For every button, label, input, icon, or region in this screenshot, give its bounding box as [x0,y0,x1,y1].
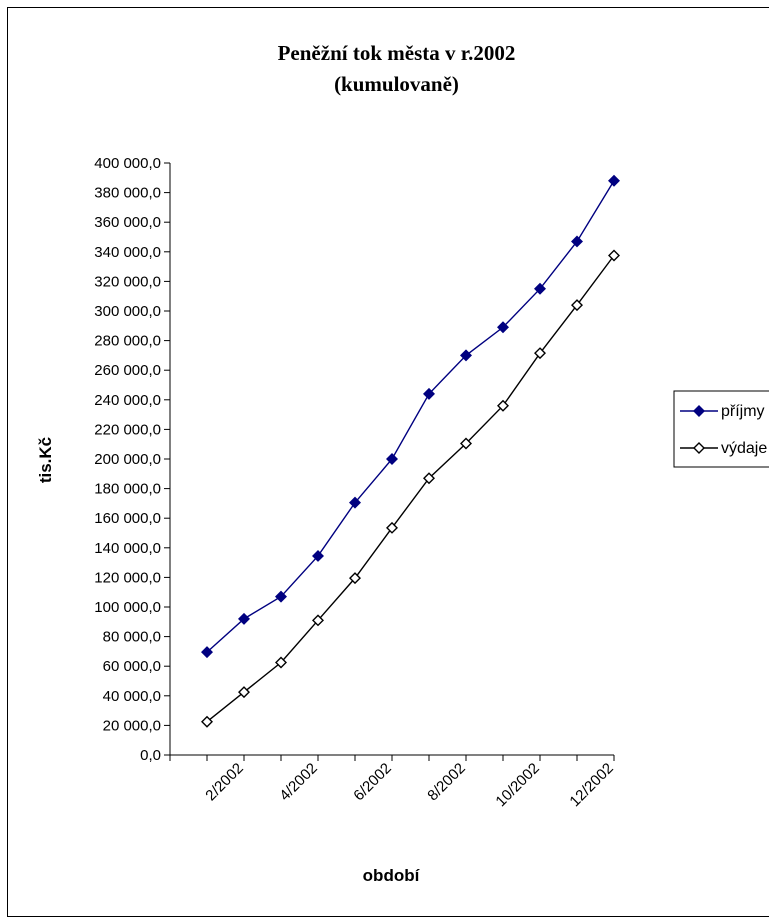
chart-title-block: Peněžní tok města v r.2002 (kumulovaně) [0,38,769,100]
y-tick-label: 240 000,0 [94,392,161,409]
chart-frame [7,7,769,917]
y-tick-label: 0,0 [140,747,161,764]
legend: příjmy výdaje [673,390,769,468]
y-tick-label: 120 000,0 [94,569,161,586]
data-point-prijmy [238,612,250,625]
data-point-prijmy [608,174,620,187]
data-point-vydaje [275,656,287,669]
data-point-vydaje [497,399,509,412]
data-point-prijmy [275,590,287,603]
data-point-prijmy [423,387,435,400]
y-tick-label: 180 000,0 [94,481,161,498]
data-point-prijmy [460,349,472,362]
y-tick-label: 40 000,0 [103,688,161,705]
y-tick-label: 220 000,0 [94,421,161,438]
data-point-prijmy [534,282,546,295]
x-tick-label: 2/2002 [202,760,246,804]
y-tick-label: 100 000,0 [94,599,161,616]
y-tick-label: 380 000,0 [94,185,161,202]
data-point-vydaje [571,299,583,312]
data-point-vydaje [608,249,620,262]
y-tick-label: 60 000,0 [103,658,161,675]
data-point-vydaje [201,715,213,728]
data-point-prijmy [349,496,361,509]
legend-label-vydaje: výdaje [721,440,767,457]
y-tick-label: 360 000,0 [94,214,161,231]
series-line-vydaje [206,255,615,723]
data-point-vydaje [534,347,546,360]
x-axis-label: období [363,866,421,885]
y-tick-label: 160 000,0 [94,510,161,527]
x-tick-label: 10/2002 [492,760,542,810]
data-point-prijmy [201,646,213,659]
y-tick-label: 80 000,0 [103,629,161,646]
series-line-prijmy [206,180,615,653]
x-tick-label: 4/2002 [276,760,320,804]
chart-subtitle: (kumulovaně) [334,72,459,96]
data-point-vydaje [386,521,398,534]
data-point-vydaje [423,472,435,485]
data-point-prijmy [386,453,398,465]
data-point-prijmy [312,549,324,562]
y-tick-label: 140 000,0 [94,540,161,557]
x-tick-label: 6/2002 [350,760,394,804]
data-point-vydaje [312,614,324,627]
data-point-prijmy [497,321,509,334]
y-tick-label: 400 000,0 [94,155,161,172]
y-tick-label: 260 000,0 [94,362,161,379]
y-tick-label: 280 000,0 [94,333,161,350]
data-point-vydaje [460,437,472,450]
data-point-vydaje [349,572,361,585]
y-tick-label: 200 000,0 [94,451,161,468]
legend-marker-vydaje [693,442,705,454]
legend-label-prijmy: příjmy [721,403,765,420]
y-tick-label: 340 000,0 [94,244,161,261]
data-point-prijmy [571,235,583,248]
y-tick-label: 20 000,0 [103,717,161,734]
y-axis-label: tis.Kč [36,437,55,483]
x-tick-label: 8/2002 [424,760,468,804]
legend-box [673,390,769,468]
data-point-vydaje [238,686,250,699]
x-tick-label: 12/2002 [566,760,616,810]
legend-marker-prijmy [693,405,705,417]
plot-area: 0,0 20 000,0 40 000,0 60 000,0 80 000,0 100 0… [94,155,620,810]
y-tick-label: 320 000,0 [94,273,161,290]
y-tick-label: 300 000,0 [94,303,161,320]
chart-title: Peněžní tok města v r.2002 [277,41,516,65]
